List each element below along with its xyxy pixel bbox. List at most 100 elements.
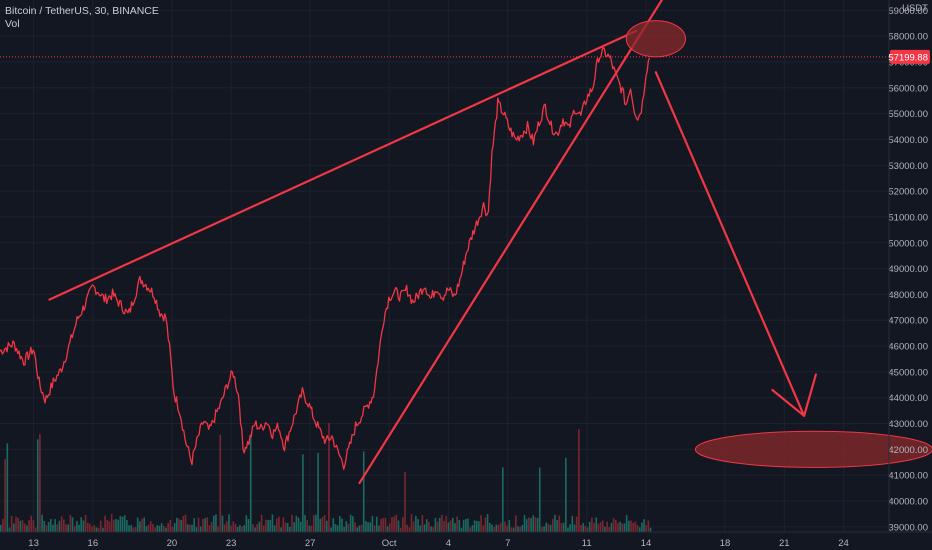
volume-bar [289, 526, 291, 532]
volume-bar [599, 522, 602, 532]
price-tick-label: 56000.00 [888, 83, 928, 94]
volume-bar [260, 514, 263, 532]
volume-bar [406, 524, 408, 532]
volume-bar [171, 526, 174, 532]
volume-bar [4, 459, 6, 532]
volume-bar [423, 524, 426, 532]
volume-bars [0, 422, 652, 532]
volume-bar [297, 517, 300, 532]
time-axis[interactable]: 13 16 20 23 27 Oct 4 7 11 14 18 21 24 [0, 531, 932, 549]
volume-bar [13, 523, 15, 532]
volume-bar [623, 523, 626, 532]
volume-bar [36, 439, 39, 532]
volume-bar [49, 519, 52, 532]
volume-bar [510, 527, 513, 532]
volume-bar [612, 517, 615, 532]
volume-bar [110, 514, 113, 532]
volume-bar [149, 521, 152, 532]
volume-bar [534, 517, 537, 532]
breakdown-ellipse [625, 20, 687, 58]
volume-bar [515, 515, 517, 532]
volume-bar [482, 525, 485, 532]
volume-bar [73, 526, 76, 532]
volume-bar [113, 519, 115, 532]
volume-bar [352, 516, 354, 532]
volume-bar [378, 525, 380, 532]
volume-bar [560, 523, 563, 532]
volume-bar [434, 518, 437, 532]
volume-bar [573, 524, 576, 532]
time-tick-label: 13 [28, 538, 39, 549]
volume-bar [638, 527, 641, 532]
volume-bar [345, 521, 348, 532]
symbol-title[interactable]: Bitcoin / TetherUS, 30, BINANCE [5, 5, 159, 17]
volume-bar [271, 514, 274, 532]
volume-bar [410, 514, 413, 532]
volume-bar [136, 517, 139, 532]
arrow-head [771, 373, 818, 417]
volume-bar [306, 520, 309, 532]
volume-bar [532, 515, 535, 532]
volume-bar [475, 520, 478, 532]
volume-bar [428, 521, 430, 532]
volume-bar [551, 518, 554, 532]
volume-bar [217, 526, 219, 532]
volume-bar [45, 525, 48, 532]
volume-bar [160, 523, 163, 532]
volume-bar [578, 429, 580, 532]
volume-indicator-label[interactable]: Vol [5, 18, 20, 30]
volume-bar [591, 517, 593, 532]
volume-bar [89, 523, 91, 532]
drawing-annotations[interactable] [48, 0, 932, 485]
volume-bar [230, 525, 232, 532]
volume-bar [467, 518, 469, 532]
volume-bar [425, 519, 428, 532]
volume-bar [636, 524, 639, 532]
volume-bar [454, 523, 456, 532]
volume-bar [108, 521, 111, 532]
volume-bar [478, 521, 480, 532]
volume-bar [91, 526, 93, 532]
volume-bar [223, 524, 226, 532]
volume-bar [2, 518, 4, 532]
volume-bar [273, 525, 276, 532]
time-tick-label: 27 [305, 538, 316, 549]
time-tick-label: 24 [838, 538, 849, 549]
lower-trendline [358, 0, 663, 485]
volume-bar [299, 521, 302, 532]
volume-bar [54, 519, 56, 532]
volume-bar [384, 517, 387, 532]
volume-bar [569, 524, 571, 532]
price-tick-label: 43000.00 [888, 419, 928, 430]
price-tick-label: 54000.00 [888, 135, 928, 146]
volume-bar [76, 521, 78, 532]
volume-bar [232, 521, 235, 532]
volume-bar [58, 520, 61, 532]
volume-bar [558, 515, 561, 532]
volume-bar [39, 434, 41, 532]
volume-bar [30, 515, 33, 532]
volume-bar [649, 527, 652, 532]
volume-bar [358, 525, 361, 532]
volume-bar [584, 525, 587, 532]
volume-bar [317, 452, 319, 532]
volume-bar [69, 514, 72, 532]
volume-bar [228, 514, 230, 532]
volume-bar [630, 520, 632, 532]
volume-bar [15, 516, 17, 532]
volume-bar [10, 515, 13, 532]
volume-bar [293, 522, 295, 532]
volume-bar [567, 527, 569, 532]
volume-bar [165, 527, 167, 532]
volume-bar [571, 515, 574, 532]
volume-bar [236, 526, 239, 532]
time-tick-label: 7 [505, 538, 510, 549]
volume-bar [156, 525, 159, 532]
price-tick-label: 49000.00 [888, 264, 928, 275]
volume-bar [441, 514, 443, 532]
volume-bar [610, 523, 613, 532]
volume-bar [47, 522, 50, 532]
volume-bar [497, 525, 500, 532]
